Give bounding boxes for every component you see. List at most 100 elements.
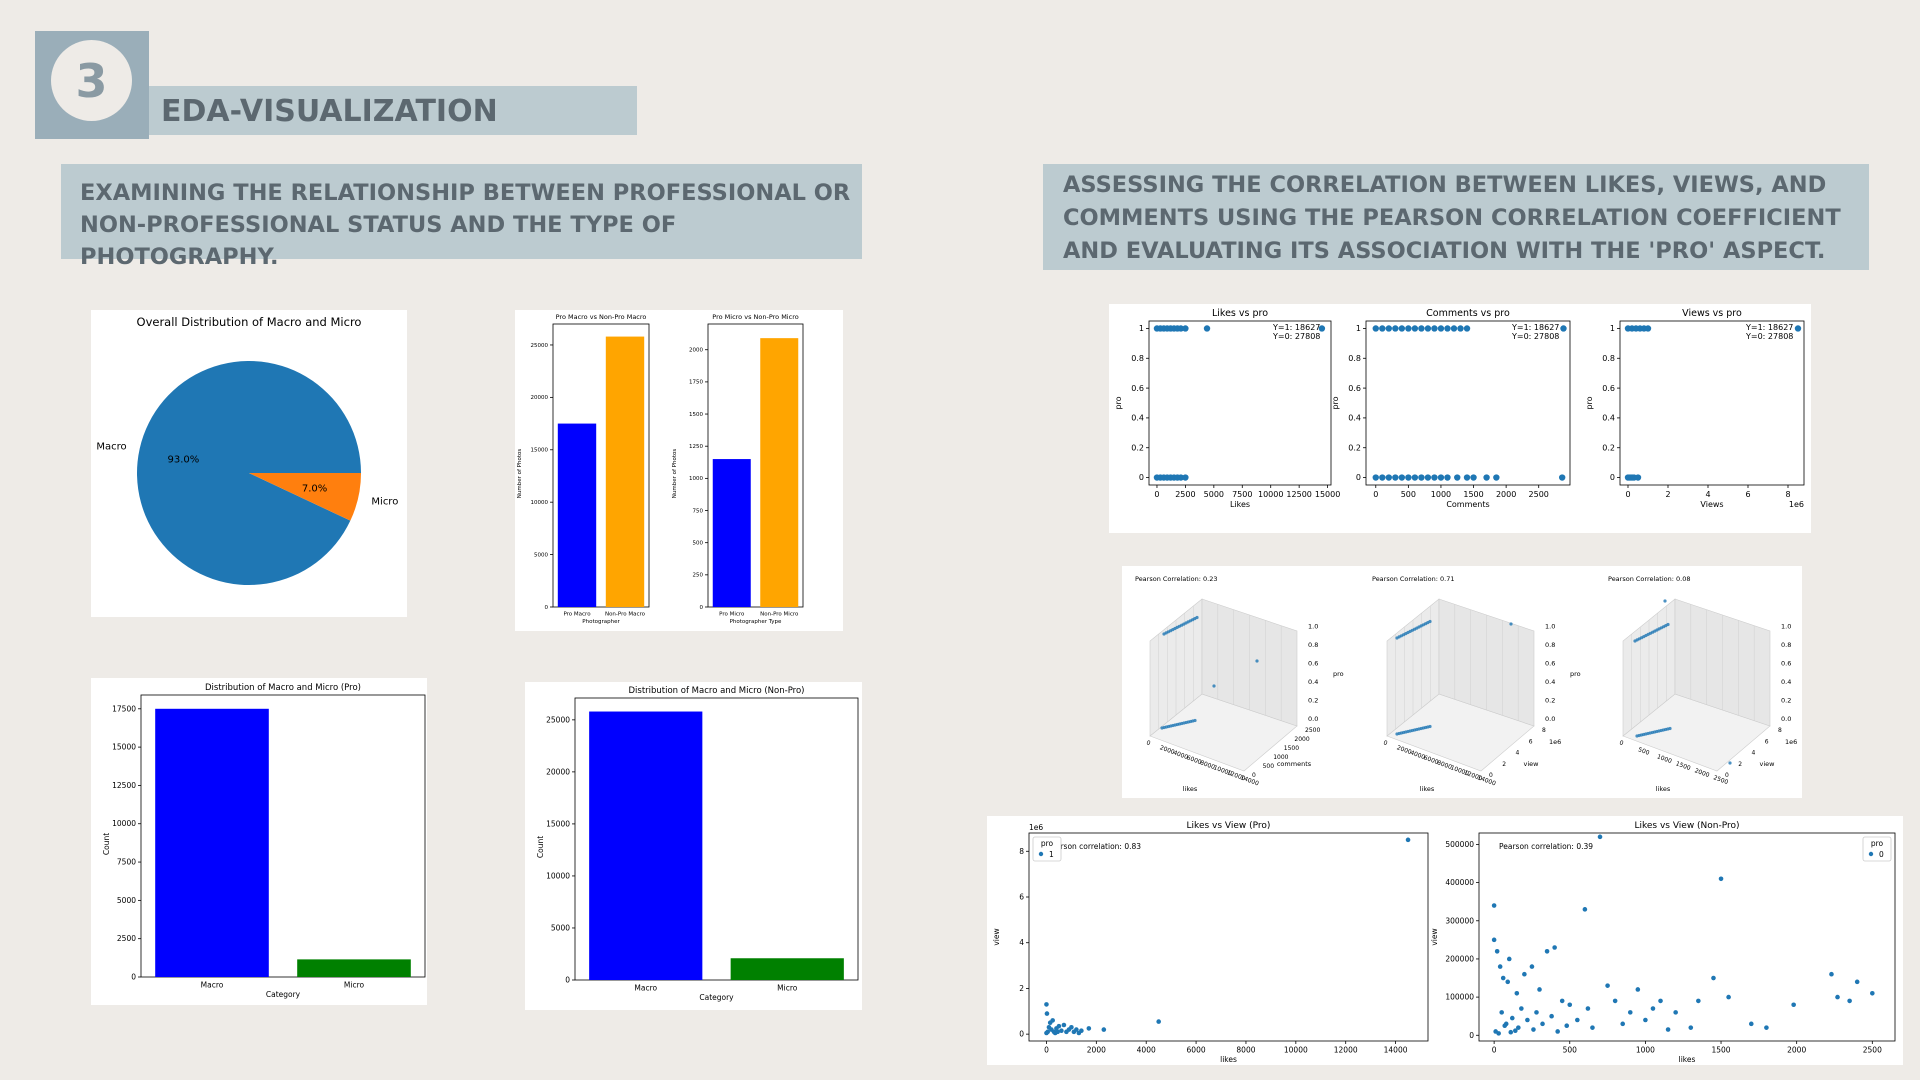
y-tick-label: 400000 [1445,878,1474,887]
y-tick-label: 0 [1252,772,1256,779]
likes-vs-view-charts: Likes vs View (Pro)0 2000 4000 6000 8000 1000… [992,821,1896,1064]
y-tick-label: 0.2 [1131,443,1144,452]
data-point [1529,964,1535,969]
y-axis-label: pro [1585,396,1594,409]
y-tick-label: 0 [1725,772,1729,779]
data-point [1411,325,1419,332]
legend-entry: 1 [1049,850,1054,859]
y-tick-label: 2000 [1294,736,1309,743]
x-tick-label: 10000 [1284,1046,1308,1055]
data-point [1398,325,1406,332]
x-tick-label: 2000 [1087,1046,1106,1055]
x-tick-label: Macro [201,981,224,990]
x-tick-label: 1000 [1431,490,1451,499]
y-tick-label: 2500 [117,934,136,943]
pro-vs-nonpro-bar-charts: Pro Macro vs Non-Pro Macro Pro Macro Non-P… [517,313,804,625]
data-point [1177,325,1185,332]
y-tick-label: 8 [1778,727,1782,734]
data-point [1405,325,1412,332]
x-tick-label: 8000 [1436,759,1453,771]
x-tick-label: 0 [1044,1046,1049,1055]
chart-title: Comments vs pro [1426,308,1510,319]
data-point [1748,1021,1754,1027]
plot-title: Pearson Correlation: 0.71 [1372,575,1454,583]
x-tick-label: 2000 [1787,1046,1806,1055]
y-tick-label: 0.8 [1602,354,1615,363]
y-tick-label: 0.8 [1131,354,1144,363]
slide-title: EDA-VISUALIZATION [161,94,498,129]
data-point [1549,1013,1554,1019]
data-point [1519,1006,1524,1011]
z-tick-label: 0.8 [1545,641,1555,649]
y-tick-label: 1 [1139,324,1144,333]
chart-title: Overall Distribution of Macro and Micro [137,315,362,329]
annotation-text: Y=1: 18627 [1272,323,1320,332]
dist-nonpro-bar-chart: Distribution of Macro and Micro (Non-Pro… [536,686,859,1002]
data-point [1069,1024,1074,1030]
x-tick-label: Non-Pro Micro [760,612,799,618]
x-tick-label: 1000 [1636,1046,1655,1055]
y-tick-label: 12500 [112,781,136,790]
y-axis-label: Count [536,836,545,858]
annotation-text: Pearson correlation: 0.39 [1499,842,1593,851]
x-tick-label: 0 [1492,1046,1497,1055]
y-tick-label: 2500 [1305,727,1320,734]
x-tick-label: 500 [1401,490,1416,499]
z-tick-label: 0.0 [1545,715,1555,723]
data-point [1457,325,1464,332]
x-axis-label: likes [1656,785,1671,793]
data-point [1318,325,1326,332]
data-point [1444,474,1451,481]
y-tick-label: 7500 [117,858,136,867]
z-axis-label: pro [1333,670,1344,678]
data-point [1728,761,1732,765]
x-tick-label: 8000 [1236,1046,1255,1055]
data-point [1508,1029,1514,1035]
x-tick-label: 4000 [1409,749,1426,761]
data-point [1470,474,1477,481]
x-tick-label: 12000 [1334,1046,1358,1055]
y-axis-label: pro [1114,396,1123,409]
x-axis-label: Category [266,990,301,999]
data-point [1835,994,1840,1000]
x-tick-label: 1500 [1675,760,1692,772]
chart-title: Distribution of Macro and Micro (Pro) [205,683,361,693]
x-tick-label: Macro [634,984,657,993]
x-tick-label: 0 [1145,739,1151,747]
data-point [1564,1023,1570,1029]
z-tick-label: 1.0 [1545,623,1555,631]
data-point [1203,325,1211,332]
y-tick-label: 1250 [689,444,703,450]
y-axis-label: Number of Photos [517,449,523,499]
axes-frame [1028,832,1429,1042]
x-tick-label: 6000 [1187,1046,1206,1055]
y-tick-label: 8 [1019,847,1024,856]
z-tick-label: 0.8 [1781,641,1791,649]
data-point [1418,474,1425,481]
data-point [1620,1021,1626,1027]
data-point [1590,1025,1595,1030]
slide-number: 3 [51,40,132,121]
y-tick-label: 8 [1542,727,1546,734]
bar [557,423,597,607]
y-offset-label: 1e6 [1785,738,1797,746]
data-point [1829,971,1834,977]
x-axis-label: likes [1183,785,1198,793]
y-tick-label: 25000 [531,343,549,349]
data-point [1182,325,1189,332]
data-point [1195,615,1199,620]
annotation-text: Pearson correlation: 0.83 [1047,842,1141,851]
x-tick-label: 1500 [1463,490,1483,499]
x-tick-label: 10000 [1258,490,1283,499]
pie-chart-panel: Overall Distribution of Macro and Micro M… [91,310,407,617]
y-tick-label: 0 [1489,772,1493,779]
data-point [1516,1025,1521,1030]
y-tick-label: 100000 [1445,993,1474,1002]
data-point [1791,1002,1796,1008]
data-point [1663,599,1667,603]
data-point [1212,684,1216,688]
y-offset-label: 1e6 [1549,738,1561,746]
data-point [1502,1023,1508,1029]
x-tick-label: 0 [1154,490,1159,499]
